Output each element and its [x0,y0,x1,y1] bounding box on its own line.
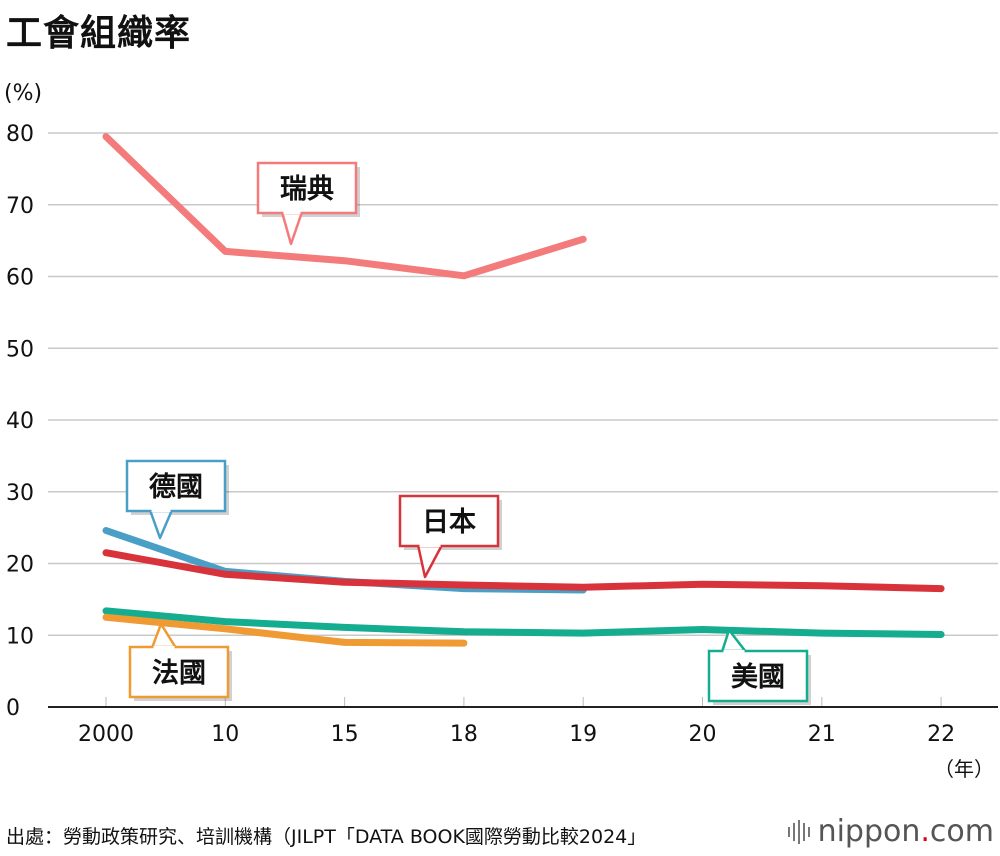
series-label: 日本 [422,507,476,538]
y-tick-label: 20 [6,553,34,578]
x-tick-label: 20 [689,722,717,747]
x-tick-label: 18 [450,722,478,747]
callout-pointer [416,543,444,579]
y-tick-label: 40 [6,409,34,434]
source-note: 出處：勞動政策研究、培訓機構（JILPT「DATA BOOK國際勞動比較2024… [6,826,647,848]
brand-dot: . [920,814,930,849]
brand-suffix: com [929,814,994,849]
callout-box [398,494,500,548]
y-tick-label: 0 [6,696,20,721]
x-tick-label: 10 [211,722,239,747]
callout-box [128,645,230,699]
series-line [102,607,945,638]
series-line [102,549,945,593]
series-line [102,613,468,647]
y-tick-label: 50 [6,337,34,362]
callout-box [256,161,358,215]
x-tick-label: 19 [569,722,597,747]
x-tick-label: 2000 [78,722,134,747]
y-tick-label: 70 [6,194,34,219]
y-tick-label: 10 [6,624,34,649]
brand-bars-icon [787,819,810,844]
brand-logo: nippon.com [787,814,994,849]
y-tick-label: 60 [6,266,34,291]
x-tick-label: 21 [808,722,836,747]
series-label: 美國 [731,661,785,693]
chart-title: 工會組織率 [6,13,192,54]
callout-box [707,649,809,703]
x-tick-label: 15 [331,722,359,747]
callout-pointer [148,508,174,540]
series-line [102,133,587,280]
series-label: 法國 [152,658,206,689]
y-tick-label: 30 [6,481,34,506]
callout-pointer [280,210,304,246]
x-tick-label: 22 [927,722,955,747]
series-label: 德國 [149,472,203,503]
y-unit-label: (%) [4,81,42,106]
y-tick-label: 80 [6,122,34,147]
callout-box [125,459,227,513]
series-label: 瑞典 [280,174,334,205]
x-unit-label: （年） [934,757,994,781]
brand-name: nippon [817,814,921,849]
